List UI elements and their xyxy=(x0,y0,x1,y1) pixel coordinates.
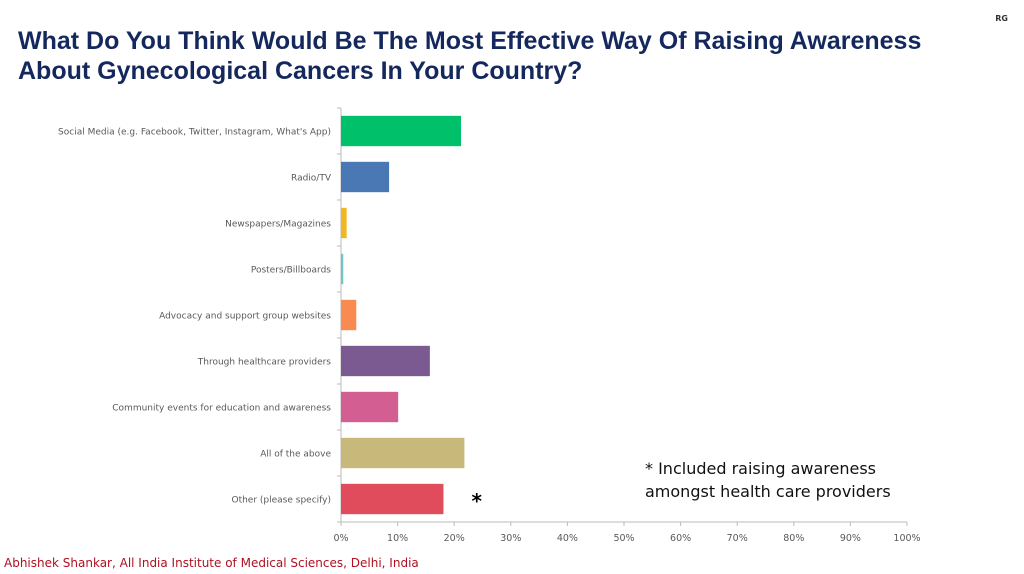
bar-annotation: * xyxy=(471,489,482,513)
x-tick-label: 20% xyxy=(444,533,465,544)
bar xyxy=(341,483,444,515)
title-line-2: About Gynecological Cancers In Your Coun… xyxy=(18,57,583,85)
x-tick-label: 100% xyxy=(893,533,920,544)
category-label: Other (please specify) xyxy=(231,496,331,506)
bar xyxy=(341,161,390,193)
x-tick-label: 50% xyxy=(613,533,634,544)
category-label: Posters/Billboards xyxy=(251,266,331,276)
x-tick-label: 70% xyxy=(727,533,748,544)
x-tick-label: 30% xyxy=(500,533,521,544)
footnote-line-2: amongst health care providers xyxy=(645,482,891,501)
footer-credit: Abhishek Shankar, All India Institute of… xyxy=(4,556,419,570)
footnote: * Included raising awareness amongst hea… xyxy=(645,457,891,503)
title-line-1: What Do You Think Would Be The Most Effe… xyxy=(18,27,922,55)
bar xyxy=(341,299,357,331)
x-tick-label: 90% xyxy=(840,533,861,544)
category-label: Social Media (e.g. Facebook, Twitter, In… xyxy=(58,128,331,138)
x-tick-label: 80% xyxy=(783,533,804,544)
category-label: All of the above xyxy=(260,450,331,460)
x-tick-label: 10% xyxy=(387,533,408,544)
bar xyxy=(341,437,465,469)
category-label: Through healthcare providers xyxy=(197,358,332,368)
bar xyxy=(341,391,399,423)
corner-mark: RG xyxy=(995,14,1008,23)
page-title: What Do You Think Would Be The Most Effe… xyxy=(18,26,978,86)
x-tick-label: 60% xyxy=(670,533,691,544)
bar xyxy=(341,253,344,285)
category-label: Newspapers/Magazines xyxy=(225,220,331,230)
x-tick-label: 40% xyxy=(557,533,578,544)
category-label: Community events for education and aware… xyxy=(112,404,331,414)
bar xyxy=(341,345,430,377)
bar xyxy=(341,115,461,147)
category-label: Advocacy and support group websites xyxy=(159,312,331,322)
bar xyxy=(341,207,347,239)
x-tick-label: 0% xyxy=(333,533,348,544)
category-label: Radio/TV xyxy=(291,174,332,184)
footnote-line-1: * Included raising awareness xyxy=(645,459,876,478)
